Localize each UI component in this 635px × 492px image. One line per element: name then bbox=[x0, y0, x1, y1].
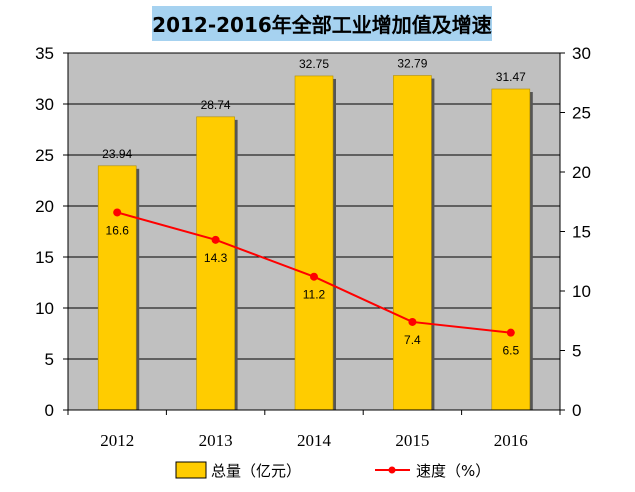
bar-data-label: 32.75 bbox=[299, 57, 329, 71]
legend-line-marker bbox=[388, 466, 396, 474]
left-axis-tick-label: 35 bbox=[35, 44, 54, 63]
left-axis-tick-label: 0 bbox=[45, 401, 54, 420]
right-axis-tick-label: 0 bbox=[572, 401, 581, 420]
legend-line-label: 速度（%） bbox=[416, 462, 490, 480]
bar bbox=[393, 75, 432, 411]
legend-bar-swatch bbox=[175, 461, 207, 479]
bar-series bbox=[97, 75, 533, 411]
right-axis-tick-label: 10 bbox=[572, 282, 591, 301]
speed-point bbox=[506, 328, 515, 337]
x-axis-tick-label: 2015 bbox=[395, 431, 429, 450]
line-series bbox=[113, 208, 515, 337]
x-axis-tick-label: 2013 bbox=[199, 431, 233, 450]
bar-data-label: 28.74 bbox=[201, 98, 231, 112]
bar-data-label: 23.94 bbox=[102, 147, 132, 161]
left-axis-tick-label: 15 bbox=[35, 248, 54, 267]
axes: 0 5 10 15 20 25 30 35 0 5 10 15 20 25 30 2012 2013 2014 20… bbox=[35, 44, 591, 450]
speed-point bbox=[408, 317, 417, 326]
data-labels: 23.94 28.74 32.75 32.79 31.47 16.6 14.3 11.2 7.4… bbox=[102, 57, 526, 358]
chart-title: 2012-2016年全部工业增加值及增速 bbox=[152, 13, 492, 37]
right-axis-tick-label: 30 bbox=[572, 44, 591, 63]
x-axis-tick-label: 2016 bbox=[494, 431, 528, 450]
left-axis-tick-label: 20 bbox=[35, 197, 54, 216]
speed-point bbox=[113, 208, 122, 217]
right-axis-tick-label: 25 bbox=[572, 104, 591, 123]
left-axis-tick-label: 10 bbox=[35, 299, 54, 318]
line-data-label: 11.2 bbox=[303, 288, 326, 302]
left-axis-tick-label: 25 bbox=[35, 146, 54, 165]
x-axis-tick-label: 2014 bbox=[297, 431, 332, 450]
bar bbox=[294, 75, 334, 411]
left-axis-tick-label: 30 bbox=[35, 95, 54, 114]
right-axis-tick-label: 15 bbox=[572, 223, 591, 242]
bar-data-label: 32.79 bbox=[397, 57, 427, 71]
line-data-label: 6.5 bbox=[502, 344, 519, 358]
speed-point bbox=[211, 235, 220, 244]
left-axis-tick-label: 5 bbox=[45, 350, 54, 369]
x-axis-tick-label: 2012 bbox=[100, 431, 134, 450]
line-data-label: 7.4 bbox=[404, 333, 421, 347]
chart-title-background bbox=[152, 6, 492, 41]
legend: 总量（亿元） 速度（%） bbox=[175, 461, 490, 480]
speed-point bbox=[310, 272, 318, 281]
legend-bar-label: 总量（亿元） bbox=[211, 462, 301, 480]
bar-data-label: 31.47 bbox=[496, 70, 526, 84]
right-axis-tick-label: 5 bbox=[572, 342, 581, 361]
bar bbox=[97, 165, 137, 411]
right-axis-tick-label: 20 bbox=[572, 163, 591, 182]
line-data-label: 16.6 bbox=[106, 223, 130, 237]
bar bbox=[196, 116, 235, 411]
bar bbox=[491, 88, 531, 411]
line-data-label: 14.3 bbox=[204, 251, 228, 265]
